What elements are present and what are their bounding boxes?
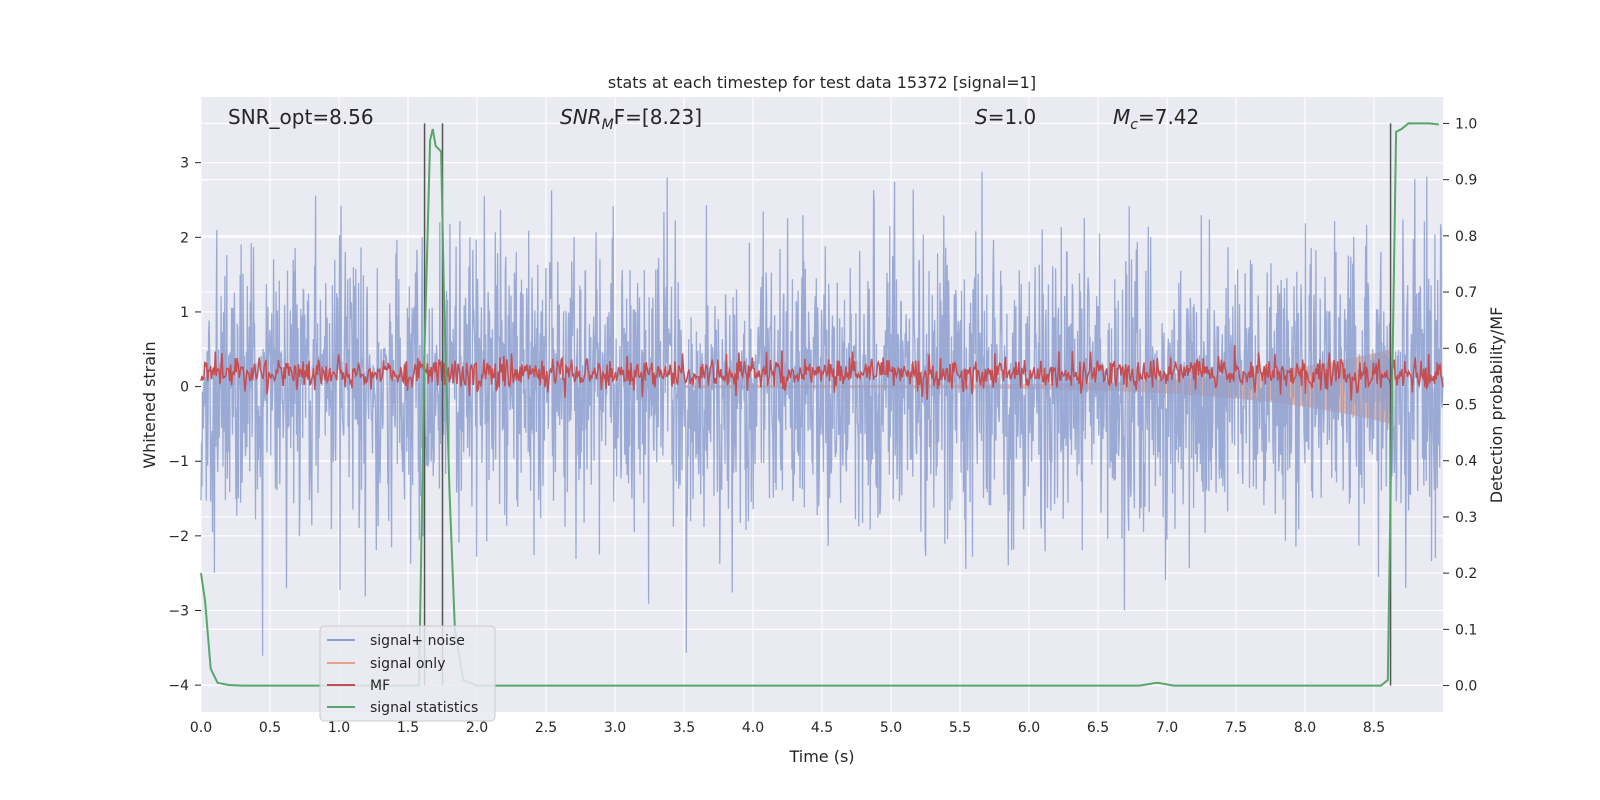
y-tick-label: 1 [180,305,189,321]
mf-line [200,344,1444,401]
x-tick-label: 0.0 [190,720,212,736]
snr-mf-annotation: SNRMF=[8.23] [560,105,702,133]
y-right-tick-label: 0.1 [1455,622,1477,638]
y-tick-label: 2 [180,230,189,246]
y-right-tick-label: 0.2 [1455,566,1477,582]
y-right-tick-label: 0.9 [1455,173,1477,189]
signal-statistics-series [200,122,1440,687]
x-tick-label: 6.0 [1018,720,1040,736]
legend-label-signal-noise: signal+ noise [370,633,465,649]
x-tick-label: 7.0 [1156,720,1178,736]
x-axis-ticks: 0.0 0.5 1.0 1.5 2.0 2.5 3.0 3.5 4.0 4.5 5.0 5.5 6.0 6… [190,720,1385,736]
x-tick-label: 7.5 [1225,720,1247,736]
x-tick-label: 2.5 [535,720,557,736]
y-axis-ticks: 3 2 1 0 −1 −2 −3 −4 [168,156,201,694]
x-tick-label: 6.5 [1087,720,1109,736]
mf-series [200,344,1444,401]
legend: signal+ noise signal only MF signal stat… [319,625,496,722]
legend-label-signal-only: signal only [370,656,445,672]
y-tick-label: −2 [168,529,189,545]
x-tick-label: 0.5 [259,720,281,736]
signal-noise-series [200,171,1444,656]
snr-mf-rest: F=[8.23] [614,105,702,129]
chart-title: stats at each timestep for test data 153… [608,73,1036,92]
snr-mf-sub: M [602,117,614,133]
y-right-tick-label: 0.0 [1455,679,1477,695]
y-axis-label: Whitened strain [140,341,159,468]
y-right-tick-label: 0.4 [1455,454,1477,470]
x-tick-label: 8.5 [1363,720,1385,736]
mc-annotation: Mc=7.42 [1113,105,1199,133]
y-tick-label: 3 [180,156,189,172]
y-right-tick-label: 0.5 [1455,398,1477,414]
s-var: S [975,105,988,129]
y-right-tick-label: 0.3 [1455,510,1477,526]
x-tick-label: 1.0 [328,720,350,736]
signal-statistics-line [200,122,1440,687]
y-right-tick-label: 0.7 [1455,285,1477,301]
x-axis-label: Time (s) [788,747,854,766]
legend-label-signal-statistics: signal statistics [370,700,478,716]
x-tick-label: 5.0 [880,720,902,736]
x-tick-label: 5.5 [949,720,971,736]
x-tick-label: 3.5 [673,720,695,736]
snr-opt-annotation: SNR_opt=8.56 [228,105,374,129]
x-tick-label: 4.0 [742,720,764,736]
x-tick-label: 1.5 [397,720,419,736]
legend-label-mf: MF [370,678,390,694]
y-tick-label: −3 [168,603,189,619]
mc-rest: =7.42 [1138,105,1199,129]
x-tick-label: 4.5 [811,720,833,736]
s-annotation: S=1.0 [975,105,1036,129]
s-rest: =1.0 [988,105,1037,129]
y-right-tick-label: 0.8 [1455,229,1477,245]
x-tick-label: 8.0 [1294,720,1316,736]
x-tick-label: 3.0 [604,720,626,736]
mc-sub: c [1130,117,1138,133]
y-right-axis-label: Detection probability/MF [1487,307,1506,504]
y-right-tick-label: 0.6 [1455,341,1477,357]
y-tick-label: −1 [168,454,189,470]
signal-noise-line [200,171,1444,656]
x-tick-label: 2.0 [466,720,488,736]
mc-var: M [1113,105,1130,129]
legend-box [319,625,496,722]
y-tick-label: −4 [168,678,189,694]
y-tick-label: 0 [180,380,189,396]
snr-mf-base: SNR [560,105,602,129]
y-right-axis-ticks: 1.0 0.9 0.8 0.7 0.6 0.5 0.4 0.3 0.2 0.1 0.0 [1443,116,1477,695]
y-right-tick-label: 1.0 [1455,116,1477,132]
